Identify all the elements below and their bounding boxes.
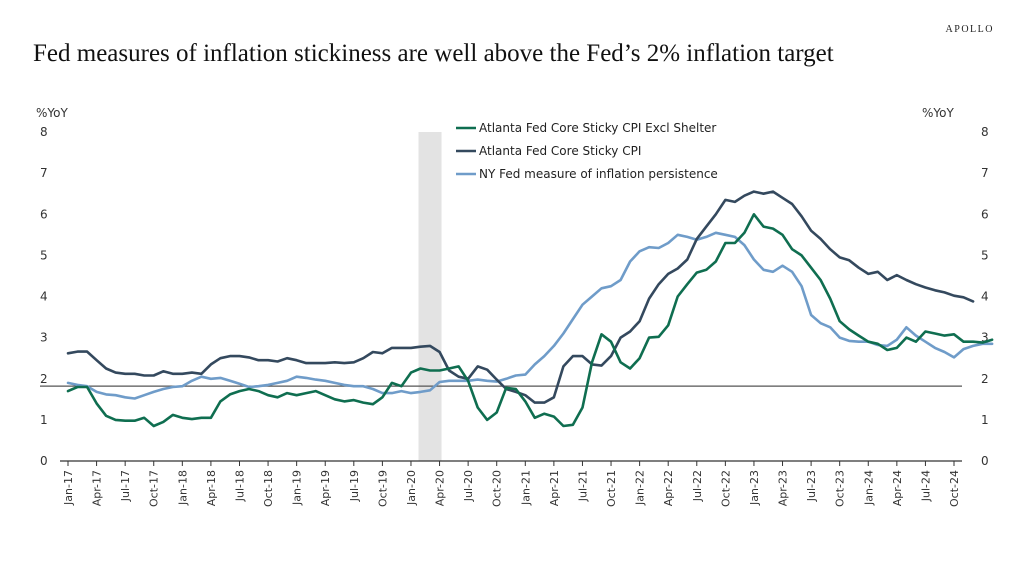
y-tick-label-left: 4 [40, 290, 48, 304]
x-tick-label: Jan-20 [405, 470, 418, 506]
x-tick-label: Jan-23 [748, 470, 761, 506]
shaded-region-layer [418, 132, 442, 461]
x-tick-label: Jan-22 [634, 470, 647, 506]
x-tick-label: Jan-24 [862, 470, 875, 506]
x-tick-label: Jul-20 [462, 470, 475, 502]
shaded-region [418, 132, 442, 461]
y-tick-label-left: 1 [40, 413, 48, 427]
y-tick-label-right: 6 [981, 207, 989, 221]
x-tick-label: Apr-21 [548, 470, 561, 506]
x-tick-label: Apr-24 [891, 470, 904, 506]
x-tick-label: Oct-21 [605, 470, 618, 507]
x-tick-label: Apr-20 [434, 470, 447, 506]
y-tick-label-left: 2 [40, 372, 48, 386]
x-tick-label: Jan-21 [519, 470, 532, 506]
x-tick-label: Apr-23 [777, 470, 790, 506]
brand-logo: APOLLO [945, 24, 994, 35]
x-tick-label: Jan-17 [62, 470, 75, 506]
y-tick-label-right: 3 [981, 331, 989, 345]
axis-layer: 0 0 1 1 2 2 3 3 4 4 5 5 6 6 7 7 8 8 Jan-17 Apr-17 Jul-17 Oct-… [40, 125, 989, 507]
y-tick-label-left: 5 [40, 248, 48, 262]
y-tick-label-right: 0 [981, 454, 989, 468]
y-tick-label-left: 3 [40, 331, 48, 345]
y-tick-label-right: 8 [981, 125, 989, 139]
x-tick-label: Jul-23 [805, 470, 818, 502]
x-tick-label: Apr-19 [319, 470, 332, 506]
x-tick-label: Oct-19 [376, 470, 389, 507]
y-tick-label-right: 1 [981, 413, 989, 427]
y-tick-label-right: 2 [981, 372, 989, 386]
x-tick-label: Jul-17 [119, 470, 132, 502]
y-tick-label-right: 7 [981, 166, 989, 180]
series-line-atlanta-fed-core-sticky-cpi-excl-shelter [66, 213, 994, 428]
x-tick-label: Apr-22 [662, 470, 675, 506]
legend-label: Atlanta Fed Core Sticky CPI Excl Shelter [479, 121, 716, 135]
x-tick-label: Oct-20 [491, 470, 504, 507]
series-line-ny-fed-measure-of-inflation-persistence [66, 231, 994, 400]
x-tick-label: Oct-18 [262, 470, 275, 507]
y-tick-label-left: 6 [40, 207, 48, 221]
x-tick-label: Apr-18 [205, 470, 218, 506]
series-layer [66, 190, 994, 428]
x-tick-label: Jul-24 [919, 470, 932, 502]
x-tick-label: Jan-18 [176, 470, 189, 506]
x-tick-label: Jul-22 [691, 470, 704, 502]
x-tick-label: Oct-23 [834, 470, 847, 507]
series-line-atlanta-fed-core-sticky-cpi [66, 190, 975, 404]
y-axis-left-unit: %YoY [36, 106, 68, 120]
y-tick-label-right: 4 [981, 290, 989, 304]
legend-label: NY Fed measure of inflation persistence [479, 167, 718, 181]
x-tick-label: Jan-19 [291, 470, 304, 506]
x-tick-label: Jul-21 [576, 470, 589, 502]
legend-label: Atlanta Fed Core Sticky CPI [479, 144, 641, 158]
y-tick-label-right: 5 [981, 248, 989, 262]
x-tick-label: Jul-19 [348, 470, 361, 502]
chart-title: Fed measures of inflation stickiness are… [33, 40, 834, 67]
y-tick-label-left: 7 [40, 166, 48, 180]
legend: Atlanta Fed Core Sticky CPI Excl Shelter… [456, 121, 718, 181]
x-tick-label: Jul-18 [233, 470, 246, 502]
x-tick-label: Oct-22 [719, 470, 732, 507]
x-tick-label: Oct-17 [148, 470, 161, 507]
y-tick-label-left: 8 [40, 125, 48, 139]
x-tick-label: Oct-24 [948, 470, 961, 507]
x-tick-label: Apr-17 [91, 470, 104, 506]
y-axis-right-unit: %YoY [922, 106, 954, 120]
y-tick-label-left: 0 [40, 454, 48, 468]
